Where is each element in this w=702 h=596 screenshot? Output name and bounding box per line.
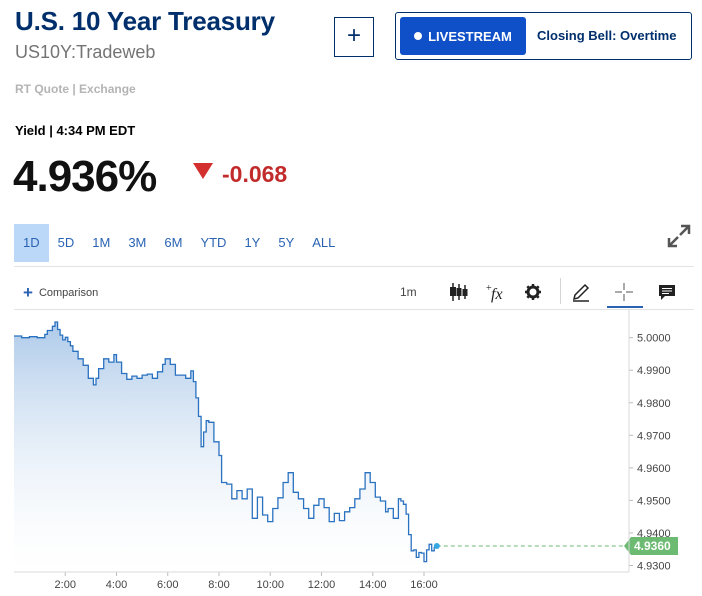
expand-icon[interactable]	[665, 222, 693, 250]
function-icon[interactable]: + fx	[485, 281, 507, 303]
last-price: 4.936%	[13, 152, 157, 201]
add-to-watchlist-button[interactable]: +	[334, 17, 374, 57]
x-tick-label: 14:00	[359, 579, 387, 591]
range-tab-6m[interactable]: 6M	[164, 235, 183, 250]
x-tick-label: 8:00	[208, 579, 229, 591]
pencil-icon[interactable]	[570, 281, 592, 303]
y-tick-label: 4.9800	[637, 398, 671, 410]
y-tick-label: 4.9300	[637, 560, 671, 572]
range-tab-1y[interactable]: 1Y	[244, 235, 261, 250]
active-tool-indicator	[607, 306, 643, 308]
range-tab-5d[interactable]: 5D	[57, 235, 75, 250]
yield-time-label: Yield | 4:34 PM EDT	[15, 123, 136, 138]
range-tab-1d[interactable]: 1D	[14, 224, 49, 262]
y-tick-label: 4.9700	[637, 430, 671, 442]
y-tick-label: 4.9600	[637, 463, 671, 475]
y-axis: 5.0000 4.9900 4.9800 4.9700 4.9600 4.9500 4.94…	[629, 333, 671, 572]
livestream-label: LIVESTREAM	[428, 28, 512, 44]
range-tab-5y[interactable]: 5Y	[278, 235, 295, 250]
comment-icon[interactable]	[657, 281, 677, 303]
security-title: U.S. 10 Year Treasury	[15, 6, 275, 36]
svg-text:+: +	[486, 283, 492, 294]
x-tick-label: 2:00	[55, 579, 76, 591]
last-value-label: 4.9360	[634, 539, 671, 553]
range-tab-3m[interactable]: 3M	[128, 235, 147, 250]
svg-text:fx: fx	[491, 286, 503, 303]
x-tick-label: 12:00	[308, 579, 336, 591]
security-symbol: US10Y:Tradeweb	[15, 42, 156, 62]
comparison-label: Comparison	[38, 287, 99, 299]
y-tick-label: 4.9400	[637, 528, 671, 540]
quote-source: RT Quote | Exchange	[15, 82, 136, 96]
divider	[14, 266, 694, 267]
y-tick-label: 4.9900	[637, 365, 671, 377]
interval-selector[interactable]: 1m	[400, 285, 417, 299]
x-tick-label: 4:00	[106, 579, 127, 591]
comparison-button[interactable]: + Comparison	[23, 283, 99, 302]
live-dot-icon	[414, 32, 423, 40]
down-arrow-icon	[193, 163, 213, 179]
last-value-dot	[433, 542, 440, 549]
yield-chart[interactable]: 5.0000 4.9900 4.9800 4.9700 4.9600 4.9500 4.94…	[0, 310, 702, 596]
range-tabs: 1D 5D 1M 3M 6M YTD 1Y 5Y ALL	[14, 224, 344, 262]
yield-line	[14, 321, 438, 563]
y-tick-label: 4.9500	[637, 495, 671, 507]
candlestick-icon[interactable]	[448, 281, 470, 303]
range-tab-all[interactable]: ALL	[312, 235, 336, 250]
crosshair-icon[interactable]	[613, 281, 635, 303]
x-tick-label: 6:00	[157, 579, 178, 591]
livestream-banner: LIVESTREAM Closing Bell: Overtime	[395, 12, 692, 60]
yield-area	[14, 322, 437, 572]
divider	[14, 309, 694, 310]
last-value-badge: 4.9360	[624, 536, 678, 555]
livestream-show-link[interactable]: Closing Bell: Overtime	[537, 28, 677, 43]
range-tab-1m[interactable]: 1M	[92, 235, 111, 250]
x-tick-label: 16:00	[410, 579, 438, 591]
plus-icon: +	[23, 283, 33, 302]
gear-icon[interactable]	[523, 281, 543, 303]
toolbar-divider	[560, 278, 561, 304]
x-tick-label: 10:00	[256, 579, 284, 591]
y-tick-label: 5.0000	[637, 333, 671, 345]
livestream-button[interactable]: LIVESTREAM	[400, 17, 526, 55]
x-axis: 2:00 4:00 6:00 8:00 10:00 12:00 14:00 16:00	[55, 572, 438, 591]
range-tab-ytd[interactable]: YTD	[200, 235, 227, 250]
price-change: -0.068	[222, 161, 288, 187]
